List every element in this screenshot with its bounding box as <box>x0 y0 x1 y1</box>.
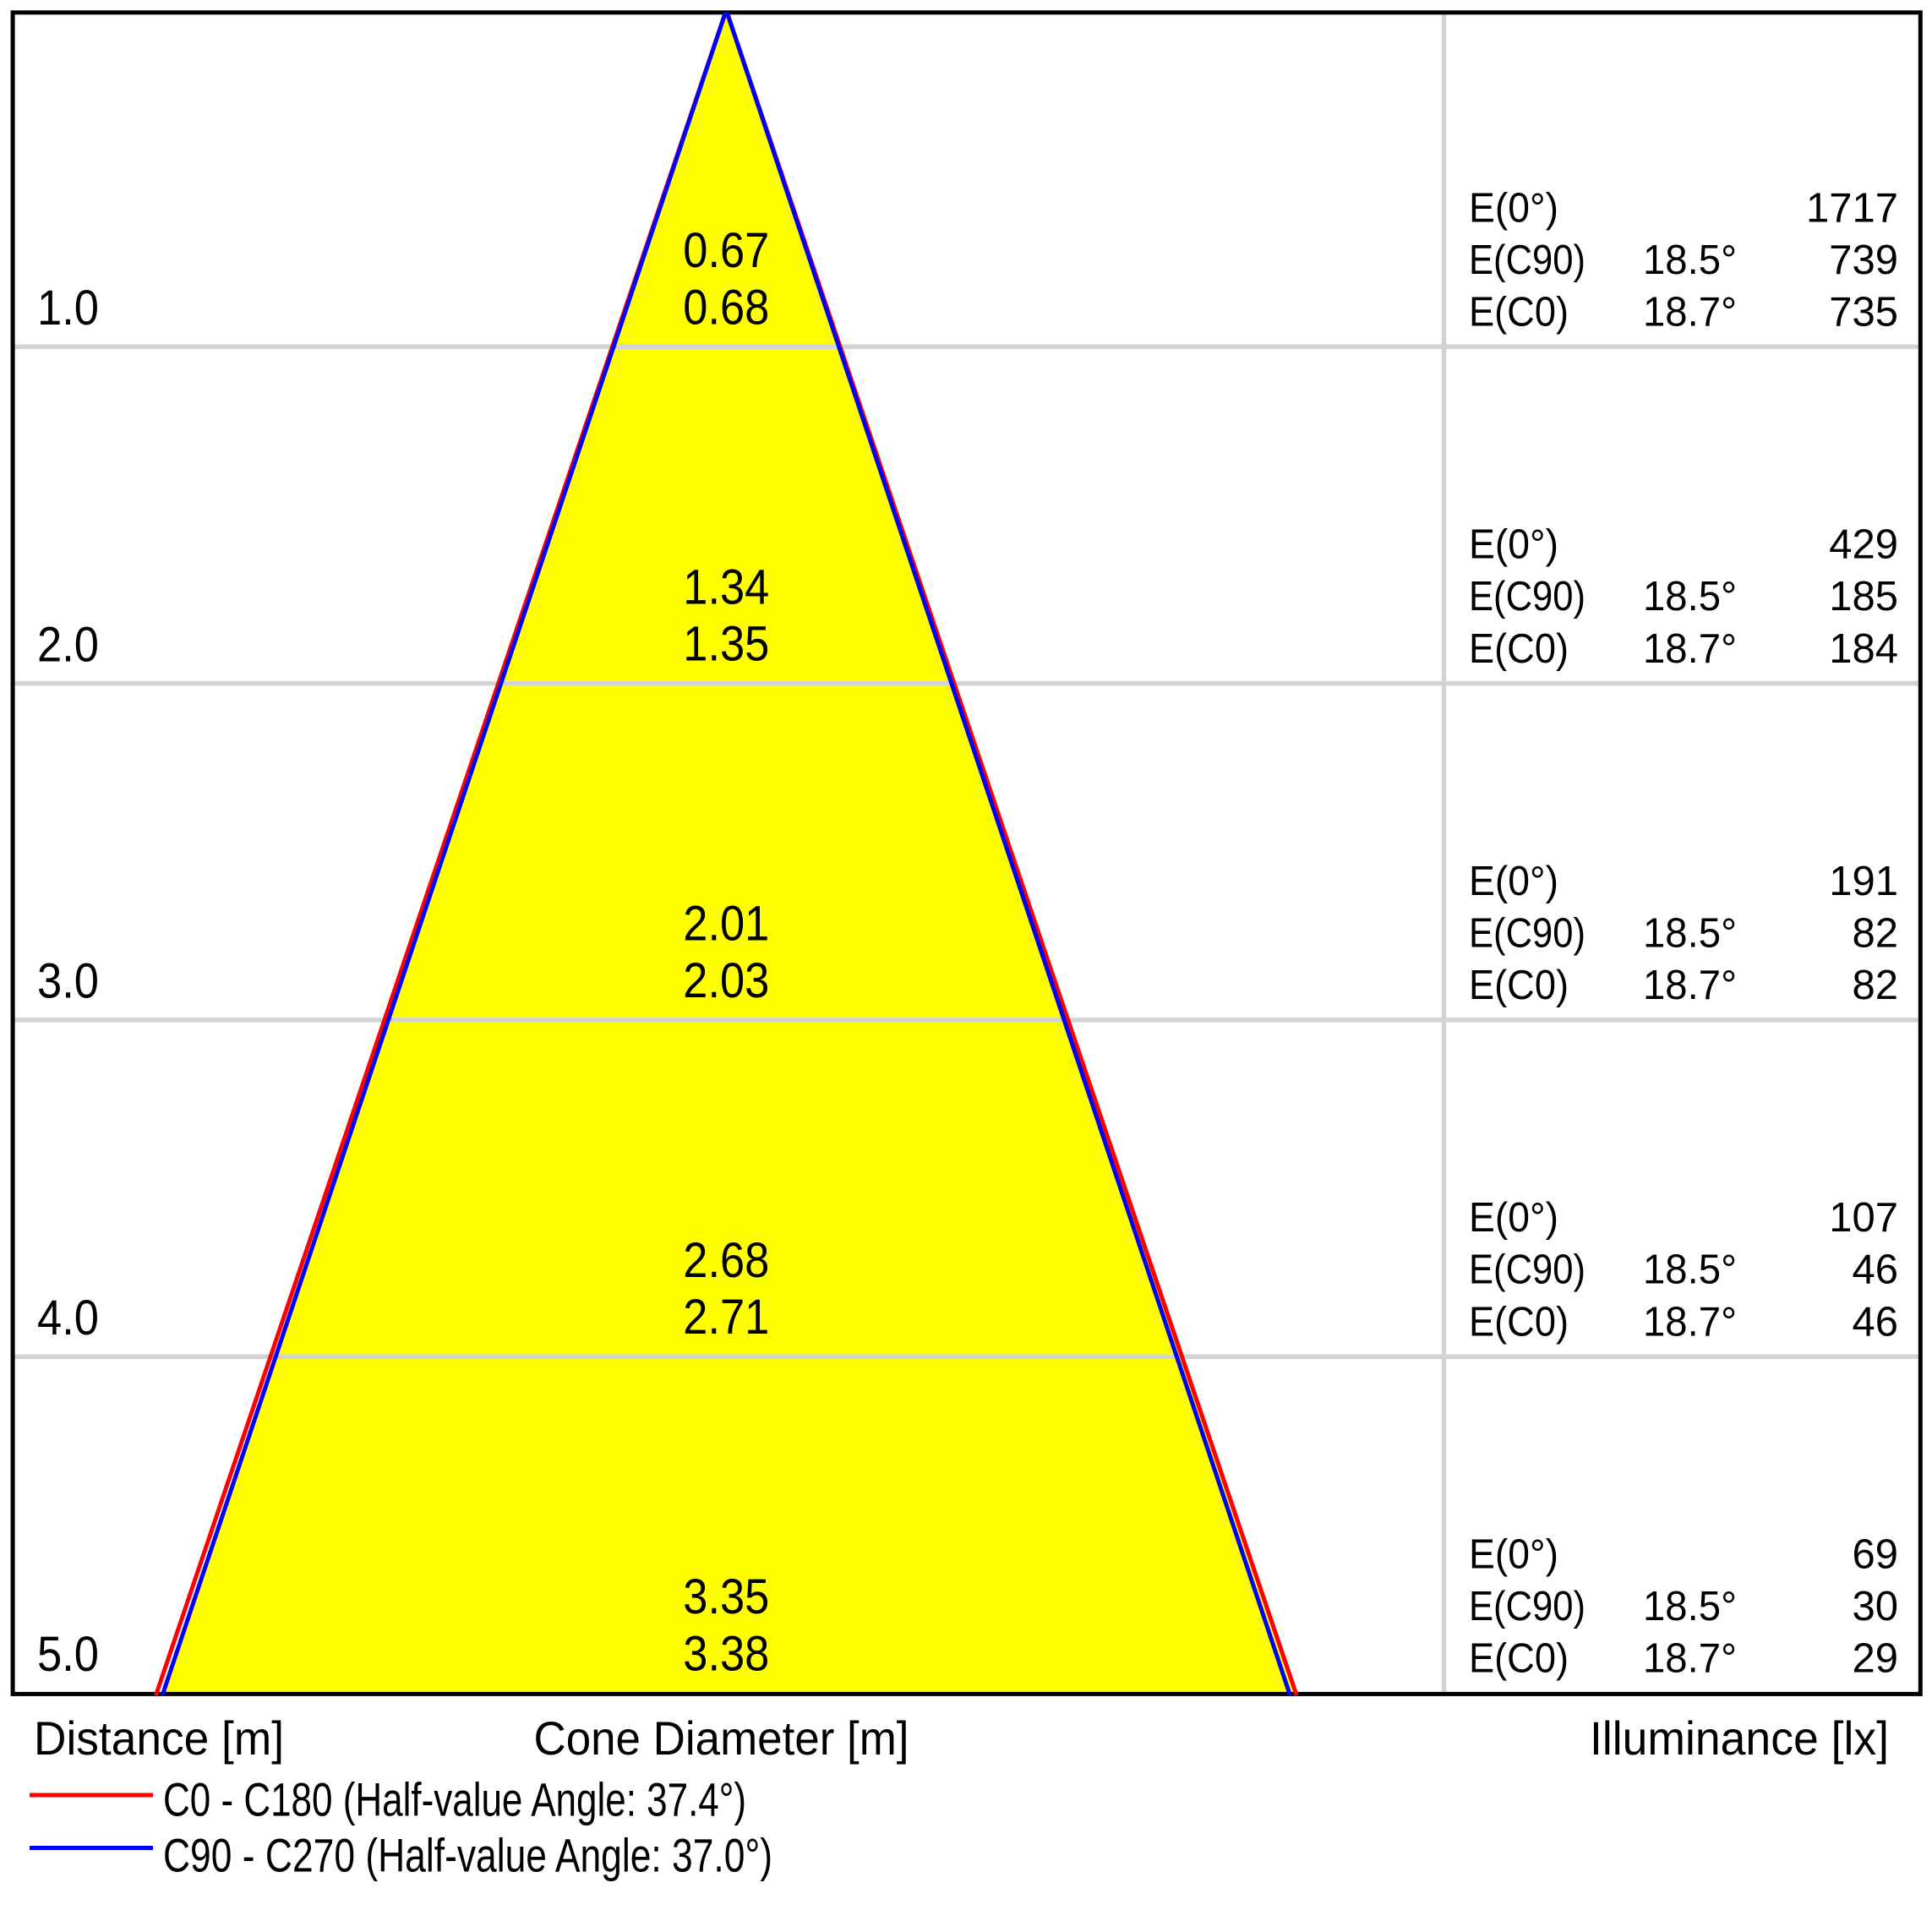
svg-text:18.7°: 18.7° <box>1643 963 1737 1008</box>
svg-text:191: 191 <box>1829 859 1898 904</box>
svg-text:82: 82 <box>1852 963 1898 1008</box>
svg-text:E(0°): E(0°) <box>1469 185 1558 231</box>
svg-text:Cone Diameter [m]: Cone Diameter [m] <box>534 1711 909 1765</box>
svg-text:E(C0): E(C0) <box>1469 626 1569 672</box>
svg-text:E(0°): E(0°) <box>1469 1195 1558 1241</box>
svg-text:18.5°: 18.5° <box>1643 1247 1737 1293</box>
svg-text:739: 739 <box>1829 237 1898 283</box>
svg-text:2.01: 2.01 <box>683 897 769 952</box>
svg-text:1.0: 1.0 <box>37 281 99 336</box>
svg-text:18.5°: 18.5° <box>1643 1584 1737 1629</box>
svg-text:2.68: 2.68 <box>683 1233 769 1288</box>
svg-text:E(C90): E(C90) <box>1469 1584 1585 1629</box>
svg-text:0.67: 0.67 <box>683 223 769 278</box>
svg-text:E(C0): E(C0) <box>1469 963 1569 1008</box>
svg-text:1717: 1717 <box>1806 185 1898 231</box>
svg-text:E(0°): E(0°) <box>1469 859 1558 904</box>
svg-text:18.7°: 18.7° <box>1643 626 1737 672</box>
svg-text:18.5°: 18.5° <box>1643 237 1737 283</box>
svg-text:E(C90): E(C90) <box>1469 1247 1585 1293</box>
svg-text:C90 - C270 (Half-value Angle:: C90 - C270 (Half-value Angle: 37.0°) <box>163 1828 772 1881</box>
svg-text:E(C0): E(C0) <box>1469 1636 1569 1682</box>
svg-text:E(C0): E(C0) <box>1469 1299 1569 1345</box>
svg-text:4.0: 4.0 <box>37 1291 99 1345</box>
svg-text:E(C90): E(C90) <box>1469 574 1585 619</box>
svg-text:C0 - C180 (Half-value Angle: 3: C0 - C180 (Half-value Angle: 37.4°) <box>163 1773 746 1826</box>
svg-text:E(0°): E(0°) <box>1469 522 1558 568</box>
svg-text:184: 184 <box>1829 626 1898 672</box>
svg-text:82: 82 <box>1852 910 1898 956</box>
svg-text:E(C90): E(C90) <box>1469 237 1585 283</box>
svg-text:735: 735 <box>1829 290 1898 336</box>
svg-text:3.35: 3.35 <box>683 1569 769 1624</box>
svg-text:0.68: 0.68 <box>683 280 769 335</box>
svg-text:2.0: 2.0 <box>37 617 99 672</box>
svg-text:30: 30 <box>1852 1584 1898 1629</box>
svg-text:29: 29 <box>1852 1636 1898 1682</box>
svg-text:185: 185 <box>1829 574 1898 619</box>
svg-text:E(C0): E(C0) <box>1469 290 1569 336</box>
svg-text:18.5°: 18.5° <box>1643 574 1737 619</box>
svg-text:E(0°): E(0°) <box>1469 1532 1558 1578</box>
svg-text:1.34: 1.34 <box>683 559 769 614</box>
svg-text:1.35: 1.35 <box>683 617 769 672</box>
svg-text:5.0: 5.0 <box>37 1627 99 1682</box>
svg-text:Distance [m]: Distance [m] <box>34 1711 284 1765</box>
svg-text:46: 46 <box>1852 1299 1898 1345</box>
svg-text:69: 69 <box>1852 1532 1898 1578</box>
svg-text:2.71: 2.71 <box>683 1290 769 1345</box>
svg-text:429: 429 <box>1829 522 1898 568</box>
svg-text:18.5°: 18.5° <box>1643 910 1737 956</box>
svg-text:Illuminance [lx]: Illuminance [lx] <box>1590 1711 1889 1765</box>
svg-text:107: 107 <box>1829 1195 1898 1241</box>
svg-text:18.7°: 18.7° <box>1643 1299 1737 1345</box>
svg-text:3.0: 3.0 <box>37 954 99 1009</box>
svg-text:18.7°: 18.7° <box>1643 290 1737 336</box>
svg-text:46: 46 <box>1852 1247 1898 1293</box>
svg-text:E(C90): E(C90) <box>1469 910 1585 956</box>
svg-text:18.7°: 18.7° <box>1643 1636 1737 1682</box>
svg-text:2.03: 2.03 <box>683 953 769 1008</box>
svg-text:3.38: 3.38 <box>683 1627 769 1682</box>
